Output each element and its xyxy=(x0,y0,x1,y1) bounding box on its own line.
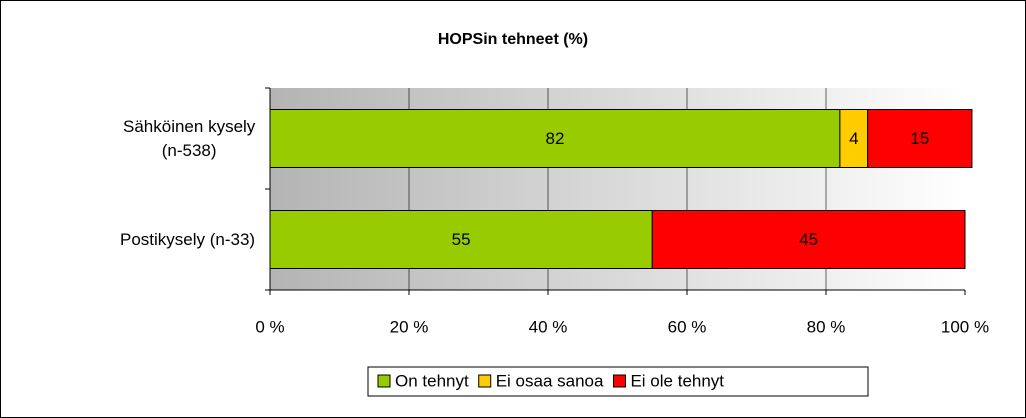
bar-segment xyxy=(269,109,841,168)
chart-title: HOPSin tehneet (%) xyxy=(438,31,588,48)
y-tick-label: Sähköinen kysely (n-538) xyxy=(123,116,256,160)
legend-label: Ei ole tehnyt xyxy=(630,371,724,390)
y-tick-label: Postikysely (n-33) xyxy=(120,229,256,249)
x-tick-label: 0 % xyxy=(255,317,284,336)
x-tick-label: 40 % xyxy=(529,317,568,336)
bar-segment xyxy=(867,109,973,168)
bar-segment xyxy=(839,109,869,168)
bar-segment xyxy=(269,210,653,269)
x-tick-label: 100 % xyxy=(941,317,989,336)
legend-label: Ei osaa sanoa xyxy=(496,371,604,390)
x-tick-label: 80 % xyxy=(807,317,846,336)
x-tick-label: 60 % xyxy=(668,317,707,336)
bar-segment xyxy=(651,210,966,269)
data-label: 55 xyxy=(452,230,471,249)
legend-swatch xyxy=(478,374,492,388)
data-label: 45 xyxy=(799,230,818,249)
legend-label: On tehnyt xyxy=(395,371,469,390)
x-tick-label: 20 % xyxy=(390,317,429,336)
legend-swatch xyxy=(377,374,391,388)
data-label: 82 xyxy=(545,129,564,148)
legend-swatch xyxy=(612,374,626,388)
data-label: 4 xyxy=(849,129,858,148)
data-label: 15 xyxy=(910,129,929,148)
